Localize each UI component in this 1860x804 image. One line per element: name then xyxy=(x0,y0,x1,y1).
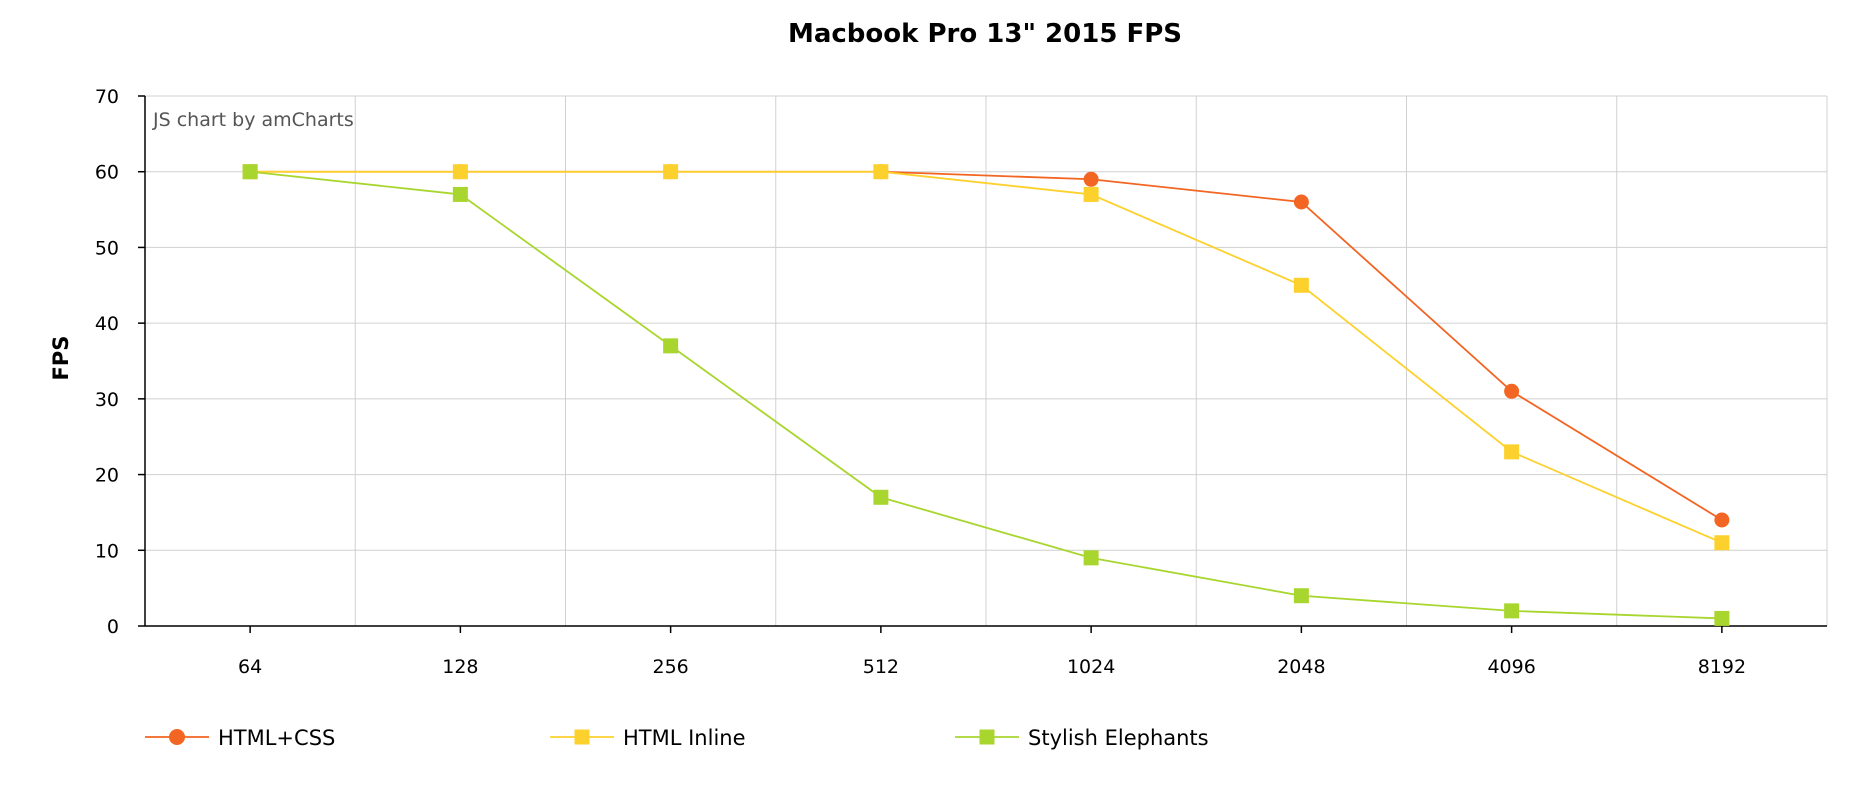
legend-item[interactable]: HTML+CSS xyxy=(145,726,335,750)
data-point[interactable] xyxy=(1083,550,1099,566)
axes xyxy=(138,95,1827,633)
x-tick-label: 2048 xyxy=(1277,656,1325,678)
data-point[interactable] xyxy=(1504,603,1520,619)
legend-label: HTML Inline xyxy=(623,726,746,750)
data-point[interactable] xyxy=(663,164,679,180)
y-tick-label: 0 xyxy=(107,616,119,638)
data-point[interactable] xyxy=(663,338,679,354)
y-tick-label: 70 xyxy=(95,86,119,108)
series-layer xyxy=(242,164,1730,626)
y-tick-label: 30 xyxy=(95,389,119,411)
x-tick-label: 256 xyxy=(652,656,688,678)
data-point[interactable] xyxy=(1714,512,1730,528)
data-point[interactable] xyxy=(1083,186,1099,202)
legend-marker xyxy=(169,729,185,745)
legend-label: Stylish Elephants xyxy=(1028,726,1209,750)
data-point[interactable] xyxy=(1504,383,1520,399)
x-tick-label: 4096 xyxy=(1487,656,1535,678)
legend-item[interactable]: Stylish Elephants xyxy=(955,726,1209,750)
chart-credit[interactable]: JS chart by amCharts xyxy=(152,109,354,131)
data-point[interactable] xyxy=(1504,444,1520,460)
legend-item[interactable]: HTML Inline xyxy=(550,726,746,750)
data-point[interactable] xyxy=(452,186,468,202)
data-point[interactable] xyxy=(873,489,889,505)
data-point[interactable] xyxy=(452,164,468,180)
x-tick-label: 64 xyxy=(238,656,262,678)
x-tick-label: 1024 xyxy=(1067,656,1115,678)
y-tick-label: 20 xyxy=(95,465,119,487)
data-point[interactable] xyxy=(1714,535,1730,551)
x-tick-label: 8192 xyxy=(1698,656,1746,678)
series-line xyxy=(250,170,1723,544)
data-point[interactable] xyxy=(1293,277,1309,293)
series-line xyxy=(250,170,1722,620)
y-tick-label: 40 xyxy=(95,313,119,335)
x-tick-label: 128 xyxy=(442,656,478,678)
legend-marker xyxy=(979,729,995,745)
legend: HTML+CSS HTML Inline Stylish Elephants xyxy=(145,726,1209,750)
data-point[interactable] xyxy=(1293,588,1309,604)
legend-marker xyxy=(574,729,590,745)
data-point[interactable] xyxy=(242,164,258,180)
data-point[interactable] xyxy=(873,164,889,180)
y-tick-label: 60 xyxy=(95,162,119,184)
series-stylish-elephants[interactable] xyxy=(242,164,1730,626)
x-tick-label: 512 xyxy=(863,656,899,678)
y-tick-label: 10 xyxy=(95,540,119,562)
y-axis-label: FPS xyxy=(49,336,73,381)
data-point[interactable] xyxy=(1083,171,1099,187)
data-point[interactable] xyxy=(1714,610,1730,626)
legend-label: HTML+CSS xyxy=(218,726,335,750)
y-tick-label: 50 xyxy=(95,237,119,259)
chart-title: Macbook Pro 13" 2015 FPS xyxy=(788,19,1182,49)
tick-labels: 0 10 20 30 40 50 60 70 64 128 256 512 1024 2048 4096 81… xyxy=(95,86,1746,678)
data-point[interactable] xyxy=(1293,194,1309,210)
